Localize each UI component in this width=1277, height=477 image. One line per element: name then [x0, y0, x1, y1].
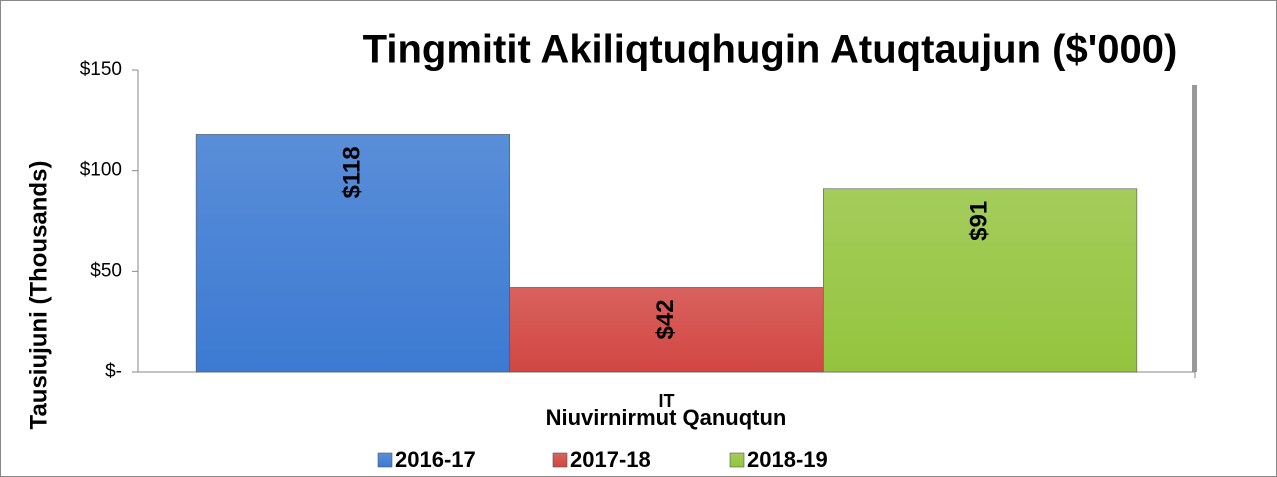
bar — [195, 134, 511, 373]
legend-swatch — [552, 452, 568, 468]
x-tick-label: IT — [659, 391, 675, 411]
legend-label: 2017-18 — [570, 447, 651, 472]
x-axis-title: Niuvirnirmut Qanuqtun — [546, 405, 787, 430]
plot-shadow — [1192, 85, 1197, 372]
bar — [509, 287, 824, 373]
y-tick-label: $50 — [90, 260, 122, 281]
data-label: $42 — [652, 299, 679, 339]
chart-title: Tingmitit Akiliqtuqhugin Atuqtaujun ($'0… — [363, 28, 1178, 72]
legend-swatch — [729, 452, 745, 468]
legend-label: 2018-19 — [747, 447, 828, 472]
data-label: $91 — [965, 201, 992, 241]
y-axis-title: Tausiujuni (Thousands) — [25, 161, 52, 430]
data-label: $118 — [338, 146, 365, 198]
legend-swatch — [377, 452, 393, 468]
bar — [822, 188, 1138, 373]
legend-label: 2016-17 — [395, 447, 476, 472]
y-tick-label: $- — [105, 361, 122, 382]
y-tick-label: $150 — [80, 59, 122, 80]
y-tick-label: $100 — [80, 160, 122, 181]
